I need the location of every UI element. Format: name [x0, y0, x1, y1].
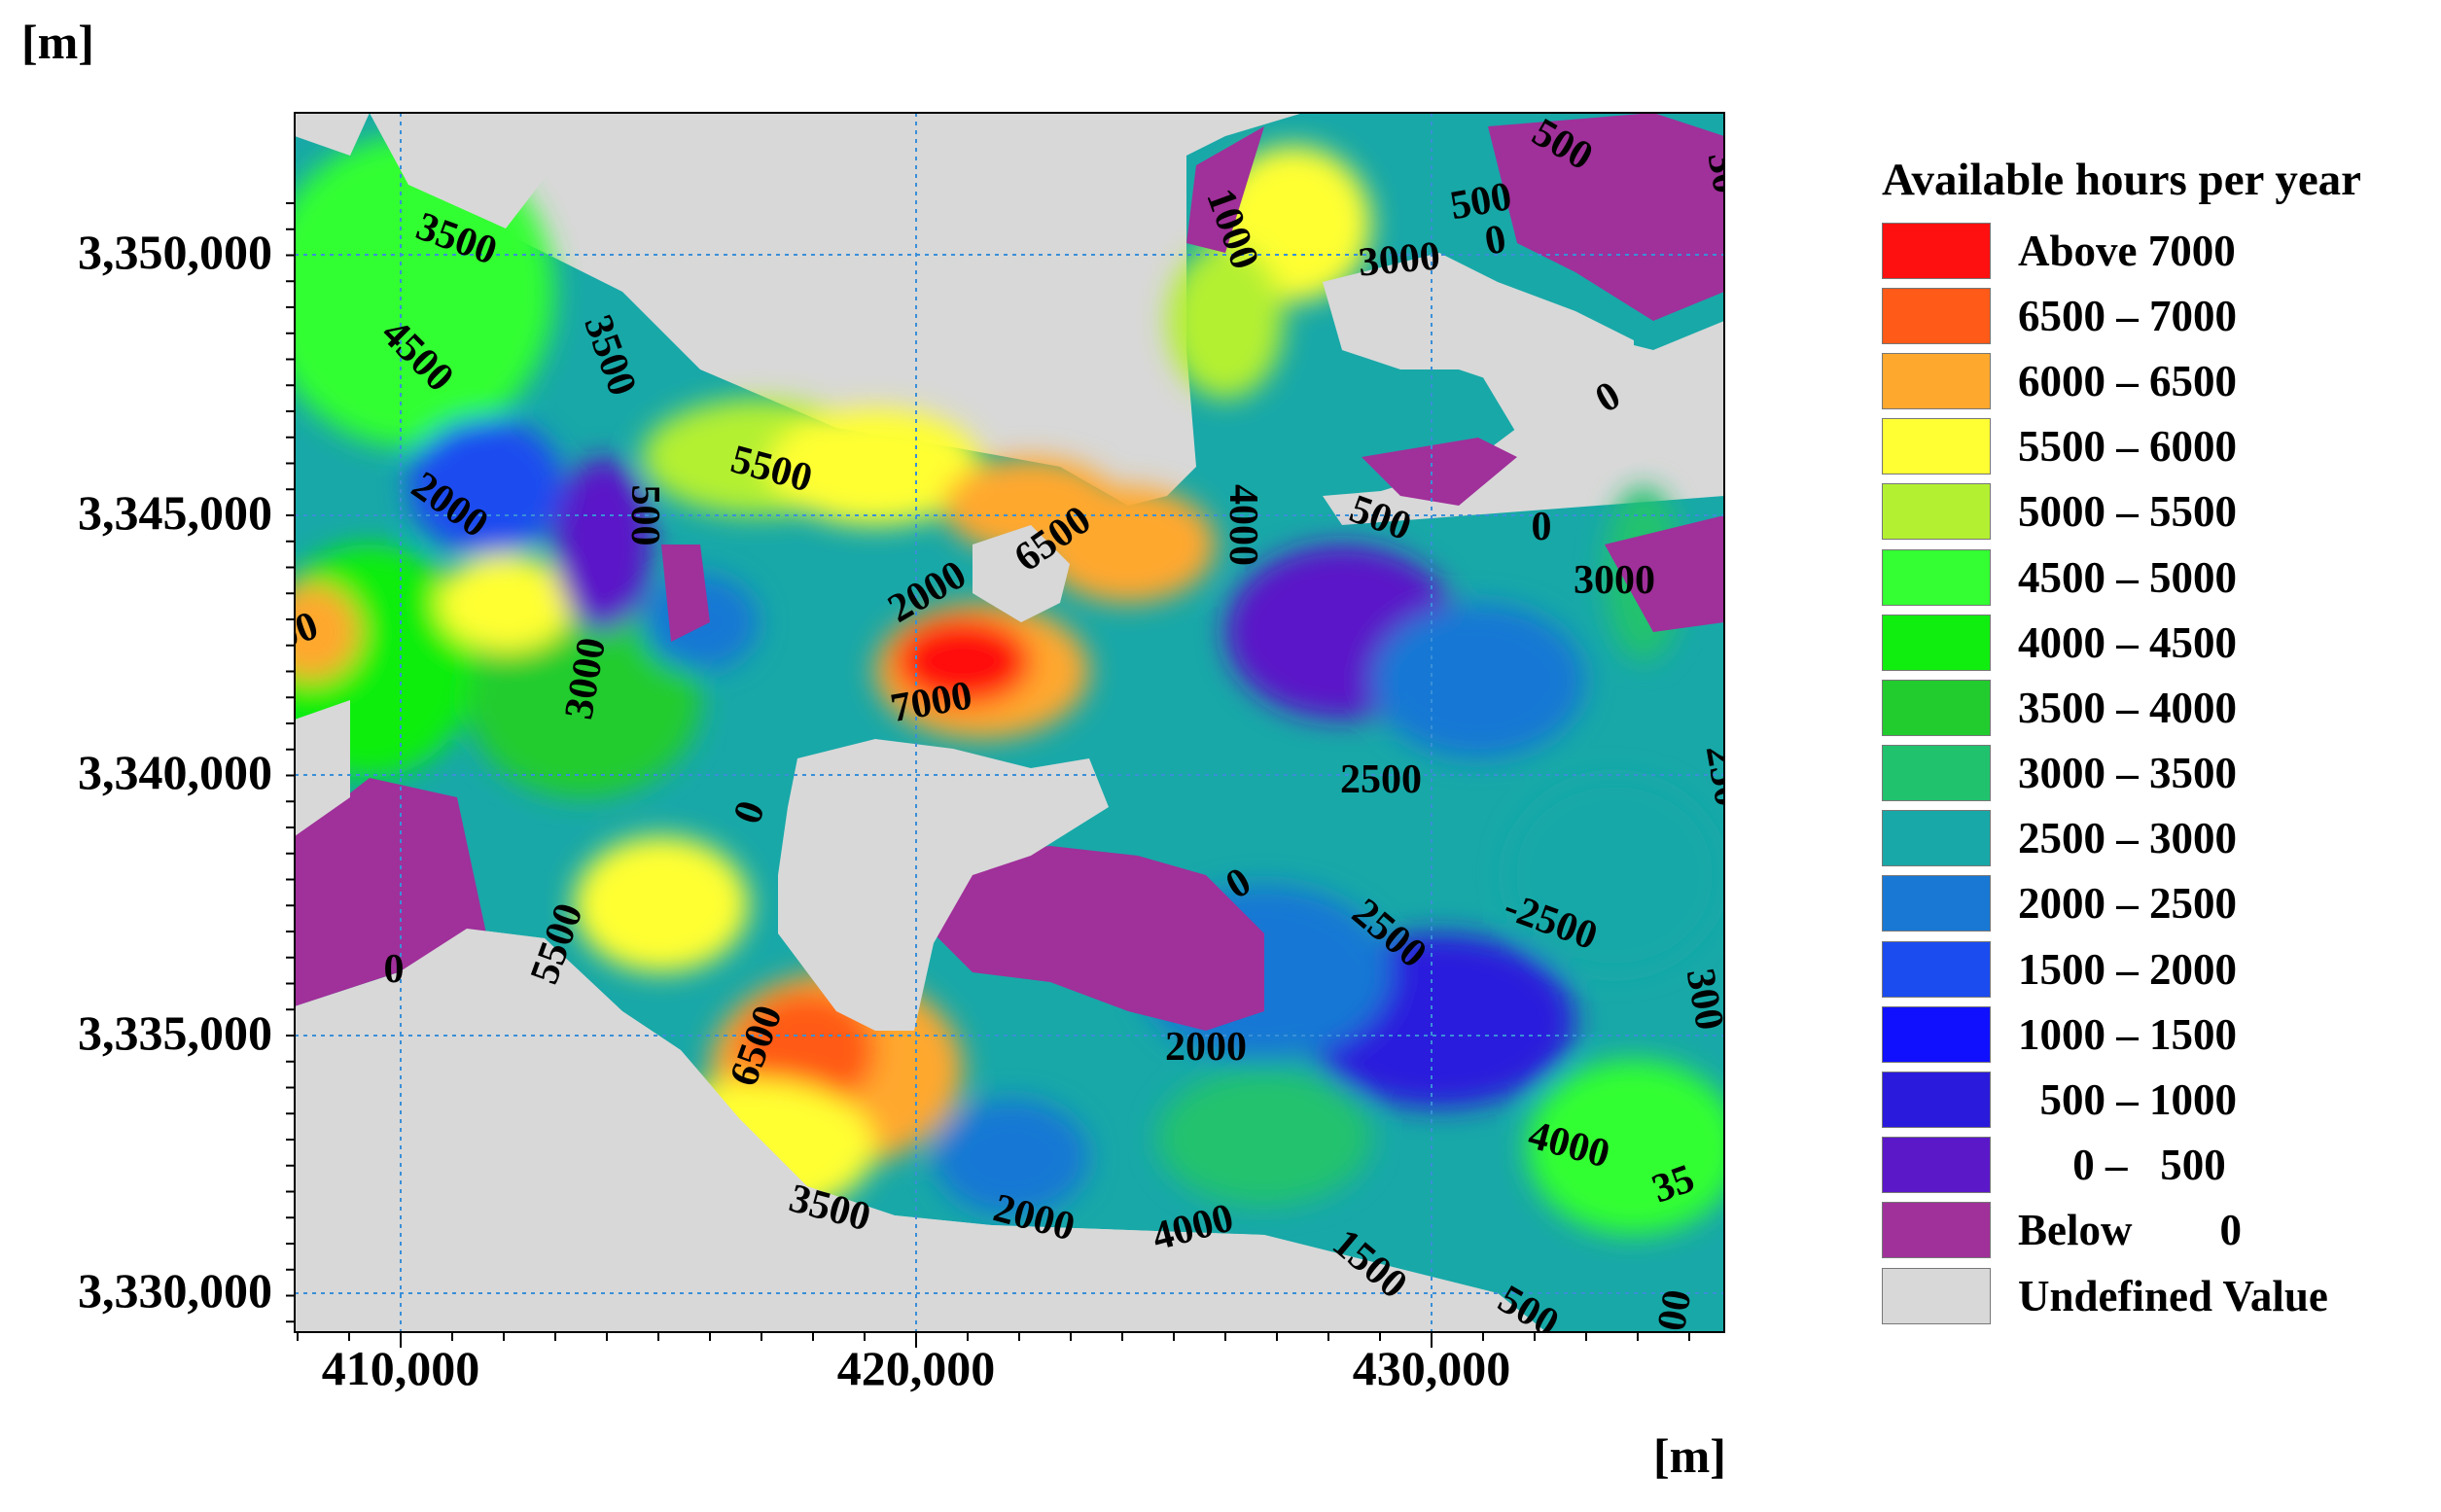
legend-item: Above 7000 — [1882, 218, 2436, 283]
contour-label: 2500 — [1340, 757, 1422, 802]
legend-item: 6500 – 7000 — [1882, 283, 2436, 348]
legend-label: 500 – 1000 — [2018, 1075, 2238, 1125]
y-axis-unit: [m] — [21, 15, 94, 69]
x-tick-label: 430,000 — [1352, 1341, 1511, 1395]
legend-swatch — [1882, 1202, 1991, 1259]
legend-item: 500 – 1000 — [1882, 1067, 2436, 1132]
legend-item: 4000 – 4500 — [1882, 610, 2436, 675]
legend-swatch — [1882, 352, 1991, 409]
y-tick-label: 3,350,000 — [78, 225, 272, 279]
legend-item: 0 – 500 — [1882, 1133, 2436, 1198]
legend-item: 1500 – 2000 — [1882, 936, 2436, 1002]
legend-label: 5000 – 5500 — [2018, 487, 2237, 537]
legend-title: Available hours per year — [1882, 155, 2362, 205]
contour-label: 3000 — [1357, 233, 1442, 285]
legend-item: 4500 – 5000 — [1882, 545, 2436, 610]
legend-swatch — [1882, 418, 1991, 475]
legend-item: 1000 – 1500 — [1882, 1002, 2436, 1067]
legend-swatch — [1882, 548, 1991, 606]
legend-label: 5500 – 6000 — [2018, 422, 2237, 472]
legend-item: 5500 – 6000 — [1882, 414, 2436, 479]
legend-swatch — [1882, 1267, 1991, 1324]
legend-swatch — [1882, 679, 1991, 736]
legend-swatch — [1882, 940, 1991, 998]
legend-item: Below 0 — [1882, 1198, 2436, 1263]
legend-label: Undefined Value — [2018, 1271, 2328, 1320]
legend-label: 1500 – 2000 — [2018, 944, 2237, 994]
contour-label: 500 — [1447, 174, 1515, 229]
grid-lines — [295, 113, 1724, 1332]
legend-swatch — [1882, 1137, 1991, 1194]
legend-label: 6500 – 7000 — [2018, 291, 2237, 340]
legend-swatch — [1882, 875, 1991, 932]
legend-label: 3500 – 4000 — [2018, 683, 2237, 732]
y-tick-label: 3,335,000 — [78, 1005, 272, 1060]
legend-label: 0 – 500 — [2018, 1141, 2226, 1190]
legend-item: 6000 – 6500 — [1882, 348, 2436, 413]
legend-label: 4500 – 5000 — [2018, 552, 2237, 602]
legend-label: Above 7000 — [2018, 226, 2236, 275]
contour-label: 0 — [1532, 505, 1552, 549]
contour-label: 00 — [1649, 1286, 1701, 1334]
legend-label: 2500 – 3000 — [2018, 814, 2237, 863]
legend-label: 4000 – 4500 — [2018, 617, 2237, 667]
legend-items: Above 7000 6500 – 7000 6000 – 6500 5500 – 6… — [1882, 218, 2436, 1328]
below-zero-areas — [295, 113, 1724, 1031]
contour-label: 4000 — [1220, 484, 1265, 566]
legend-item: 3500 – 4000 — [1882, 675, 2436, 740]
y-tick-label: 3,330,000 — [78, 1263, 272, 1318]
legend-swatch — [1882, 745, 1991, 802]
x-tick-label: 420,000 — [836, 1341, 996, 1395]
contour-label: 0 — [384, 947, 405, 992]
legend-swatch — [1882, 810, 1991, 867]
legend-label: Below 0 — [2018, 1206, 2242, 1255]
legend-swatch — [1882, 1005, 1991, 1063]
legend-swatch — [1882, 222, 1991, 279]
legend-swatch — [1882, 1072, 1991, 1129]
legend-item: Undefined Value — [1882, 1263, 2436, 1328]
legend-label: 2000 – 2500 — [2018, 879, 2237, 929]
x-tick-label: 410,000 — [321, 1341, 480, 1395]
legend-item: 2500 – 3000 — [1882, 806, 2436, 871]
contour-label: 500 — [622, 485, 667, 546]
x-axis-unit: [m] — [1653, 1428, 1726, 1483]
axis-ticks — [286, 202, 1690, 1348]
y-tick-label: 3,345,000 — [78, 485, 272, 540]
legend-label: 3000 – 3500 — [2018, 749, 2237, 798]
legend-label: 1000 – 1500 — [2018, 1009, 2237, 1059]
islands — [295, 113, 1724, 1332]
legend-swatch — [1882, 287, 1991, 344]
legend-swatch — [1882, 614, 1991, 671]
legend-label: 6000 – 6500 — [2018, 356, 2237, 405]
legend-item: 5000 – 5500 — [1882, 479, 2436, 545]
legend: Available hours per year Above 7000 6500 … — [1882, 154, 2436, 1328]
contour-label: 3000 — [1574, 558, 1655, 603]
legend-swatch — [1882, 483, 1991, 541]
legend-item: 3000 – 3500 — [1882, 741, 2436, 806]
contour-label: 2000 — [1165, 1025, 1247, 1070]
legend-item: 2000 – 2500 — [1882, 871, 2436, 936]
y-tick-label: 3,340,000 — [78, 745, 272, 799]
